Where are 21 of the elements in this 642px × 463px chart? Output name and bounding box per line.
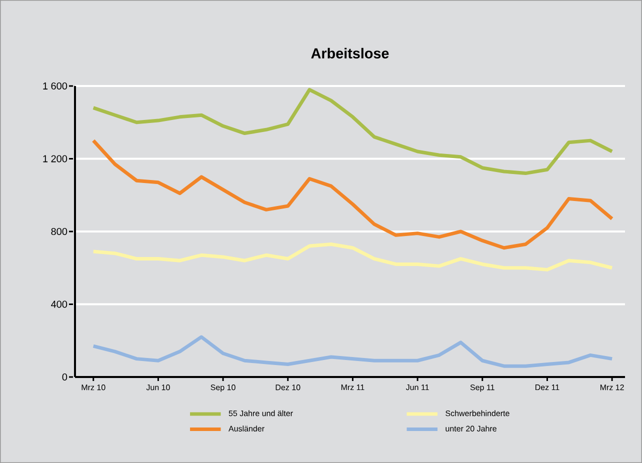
x-tick-label: Jun 10	[146, 384, 170, 390]
x-tick-label: Sep 11	[470, 384, 494, 392]
x-tick-label: Mrz 12	[600, 384, 624, 390]
x-tick-label: Jun 11	[406, 384, 429, 390]
x-tick-label: Mrz 11	[341, 384, 364, 390]
legend-label: Ausländer	[228, 426, 264, 432]
y-tick-label: 800	[51, 228, 68, 236]
legend-label: unter 20 Jahre	[446, 426, 496, 432]
chart-title: Arbeitslose	[311, 48, 389, 58]
y-tick-label: 0	[62, 373, 68, 381]
legend-label: Schwerbehinderte	[446, 410, 510, 416]
x-tick-label: Dez 11	[535, 384, 560, 390]
line-series	[92, 88, 614, 176]
legend-label: 55 Jahre und älter	[228, 410, 293, 416]
x-tick-label: Dez 10	[276, 384, 300, 390]
y-tick-label: 400	[51, 300, 68, 308]
x-tick-label: Sep 10	[210, 384, 236, 392]
y-tick-label: 1 600	[43, 82, 68, 90]
x-tick-label: Mrz 10	[82, 384, 106, 390]
line-series	[92, 242, 614, 272]
y-tick-label: 1 200	[43, 155, 68, 162]
